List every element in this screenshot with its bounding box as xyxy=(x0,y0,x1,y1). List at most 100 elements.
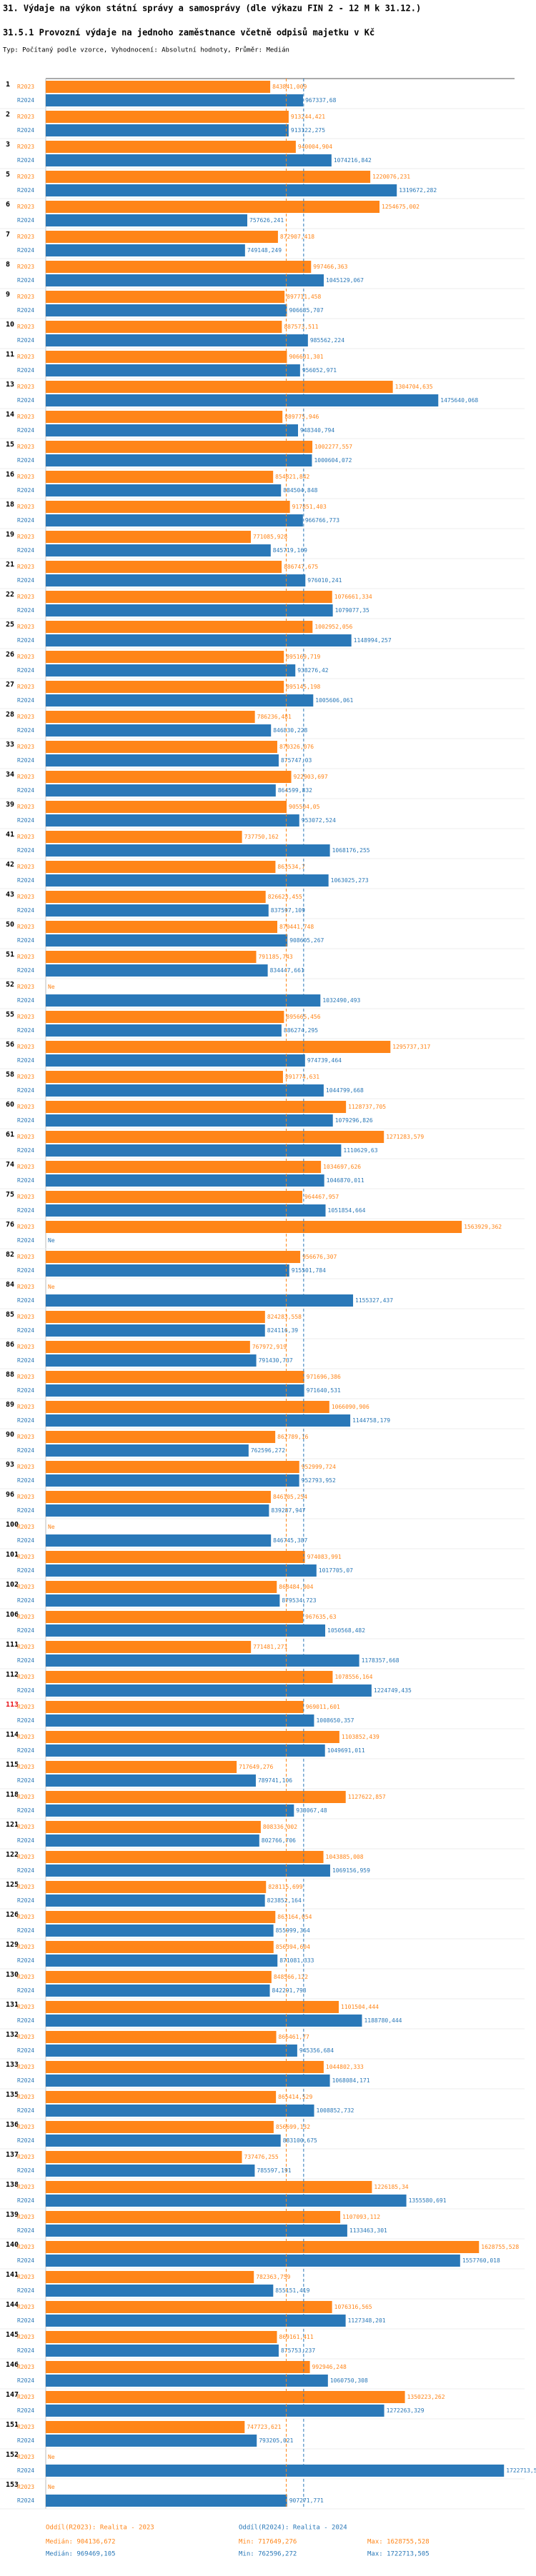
value-label: 793205,021 xyxy=(259,2437,293,2444)
value-label: 855151,419 xyxy=(275,2287,309,2294)
bar xyxy=(46,1114,333,1127)
series-label: R2024 xyxy=(17,277,34,284)
bar xyxy=(46,1204,326,1217)
category-label: 88 xyxy=(6,1371,14,1379)
series-label: R2024 xyxy=(17,1507,34,1514)
series-label: R2024 xyxy=(17,937,34,944)
series-label: R2024 xyxy=(17,1117,34,1124)
bar xyxy=(46,411,283,423)
bar xyxy=(46,831,242,843)
series-label: R2023 xyxy=(17,354,34,360)
value-label: 771481,271 xyxy=(253,1644,287,1650)
value-label: 875753,237 xyxy=(281,2347,315,2354)
bar xyxy=(46,1161,322,1173)
category-label: 22 xyxy=(6,591,14,599)
value-label: 843841,009 xyxy=(272,84,307,90)
category-label: 26 xyxy=(6,651,14,659)
value-label: 884504,848 xyxy=(283,487,317,494)
value-label: 956052,971 xyxy=(302,367,337,374)
category-label: 19 xyxy=(6,531,14,539)
value-label: 1254675,002 xyxy=(382,204,420,210)
category-label: 153 xyxy=(6,2481,19,2489)
value-label: 737750,162 xyxy=(244,834,279,840)
bar xyxy=(46,1534,272,1547)
category-label: 74 xyxy=(6,1161,14,1169)
bar xyxy=(46,2105,314,2117)
bar xyxy=(46,501,290,513)
value-label: 966766,773 xyxy=(305,517,339,524)
bar xyxy=(46,604,333,616)
bar xyxy=(46,1251,301,1263)
series-label: R2023 xyxy=(17,2094,34,2100)
bar xyxy=(46,1834,259,1847)
bar xyxy=(46,124,289,136)
series-label: R2023 xyxy=(17,1074,34,1080)
bar xyxy=(46,334,308,346)
bar xyxy=(46,201,380,213)
series-label: R2023 xyxy=(17,1944,34,1950)
series-label: R2023 xyxy=(17,1644,34,1650)
series-label: R2023 xyxy=(17,2034,34,2040)
series-label: R2023 xyxy=(17,564,34,570)
bar xyxy=(46,1084,324,1097)
series-label: R2024 xyxy=(17,1747,34,1754)
legend-label: Oddíl(R2024): Realita - 2024 xyxy=(239,2525,347,2532)
value-label: 1319672,282 xyxy=(399,187,437,194)
series-label: R2024 xyxy=(17,217,34,224)
series-label: R2024 xyxy=(17,757,34,764)
value-label: 737476,255 xyxy=(244,2154,279,2160)
max-label: Max: 1628755,528 xyxy=(367,2539,430,2546)
category-label: 131 xyxy=(6,2001,19,2009)
series-label: R2023 xyxy=(17,1494,34,1500)
value-label: 1103852,439 xyxy=(342,1734,379,1740)
bar xyxy=(46,2001,339,2013)
bar xyxy=(46,1851,324,1863)
min-label: Min: 762596,272 xyxy=(239,2551,297,2558)
bar xyxy=(46,1221,462,1233)
series-label: R2024 xyxy=(17,1687,34,1694)
series-label: R2023 xyxy=(17,1884,34,1890)
series-label: R2023 xyxy=(17,2064,34,2070)
value-label: 875747,03 xyxy=(281,757,312,764)
bar xyxy=(46,2361,310,2373)
series-label: R2023 xyxy=(17,1524,34,1530)
series-label: R2024 xyxy=(17,1537,34,1544)
value-label: 1128737,705 xyxy=(348,1104,386,1110)
bar xyxy=(46,1971,272,1983)
series-label: R2024 xyxy=(17,2167,34,2174)
value-label: 1051854,664 xyxy=(328,1207,366,1214)
bar xyxy=(46,2211,341,2223)
series-label: R2024 xyxy=(17,2347,34,2354)
series-label: R2023 xyxy=(17,84,34,90)
series-label: R2024 xyxy=(17,2407,34,2414)
series-label: R2023 xyxy=(17,714,34,720)
bar xyxy=(46,214,248,226)
series-label: R2024 xyxy=(17,1027,34,1034)
series-label: R2024 xyxy=(17,1987,34,1994)
series-label: R2023 xyxy=(17,1464,34,1470)
bar xyxy=(46,741,277,753)
series-label: R2024 xyxy=(17,2377,34,2384)
bar xyxy=(46,1341,250,1353)
value-label: 1005606,061 xyxy=(315,697,353,704)
value-label: 869161,411 xyxy=(279,2334,314,2340)
series-label: R2024 xyxy=(17,1177,34,1184)
value-label: 791430,737 xyxy=(259,1357,293,1364)
series-label: R2024 xyxy=(17,1477,34,1484)
series-label: R2024 xyxy=(17,787,34,794)
value-label: 846105,254 xyxy=(273,1494,307,1500)
series-label: R2024 xyxy=(17,1777,34,1784)
value-label: 1475640,068 xyxy=(440,397,478,404)
value-label: 891774,631 xyxy=(285,1074,319,1080)
value-label: 863164,054 xyxy=(277,1914,312,1920)
bar xyxy=(46,471,274,483)
bar xyxy=(46,94,304,106)
bar xyxy=(46,2301,332,2313)
bar xyxy=(46,1191,302,1203)
value-label: 1224749,435 xyxy=(374,1687,412,1694)
bar xyxy=(46,141,296,153)
series-label: R2023 xyxy=(17,2214,34,2220)
bar xyxy=(46,1684,372,1697)
series-label: R2024 xyxy=(17,697,34,704)
bar xyxy=(46,1384,304,1397)
